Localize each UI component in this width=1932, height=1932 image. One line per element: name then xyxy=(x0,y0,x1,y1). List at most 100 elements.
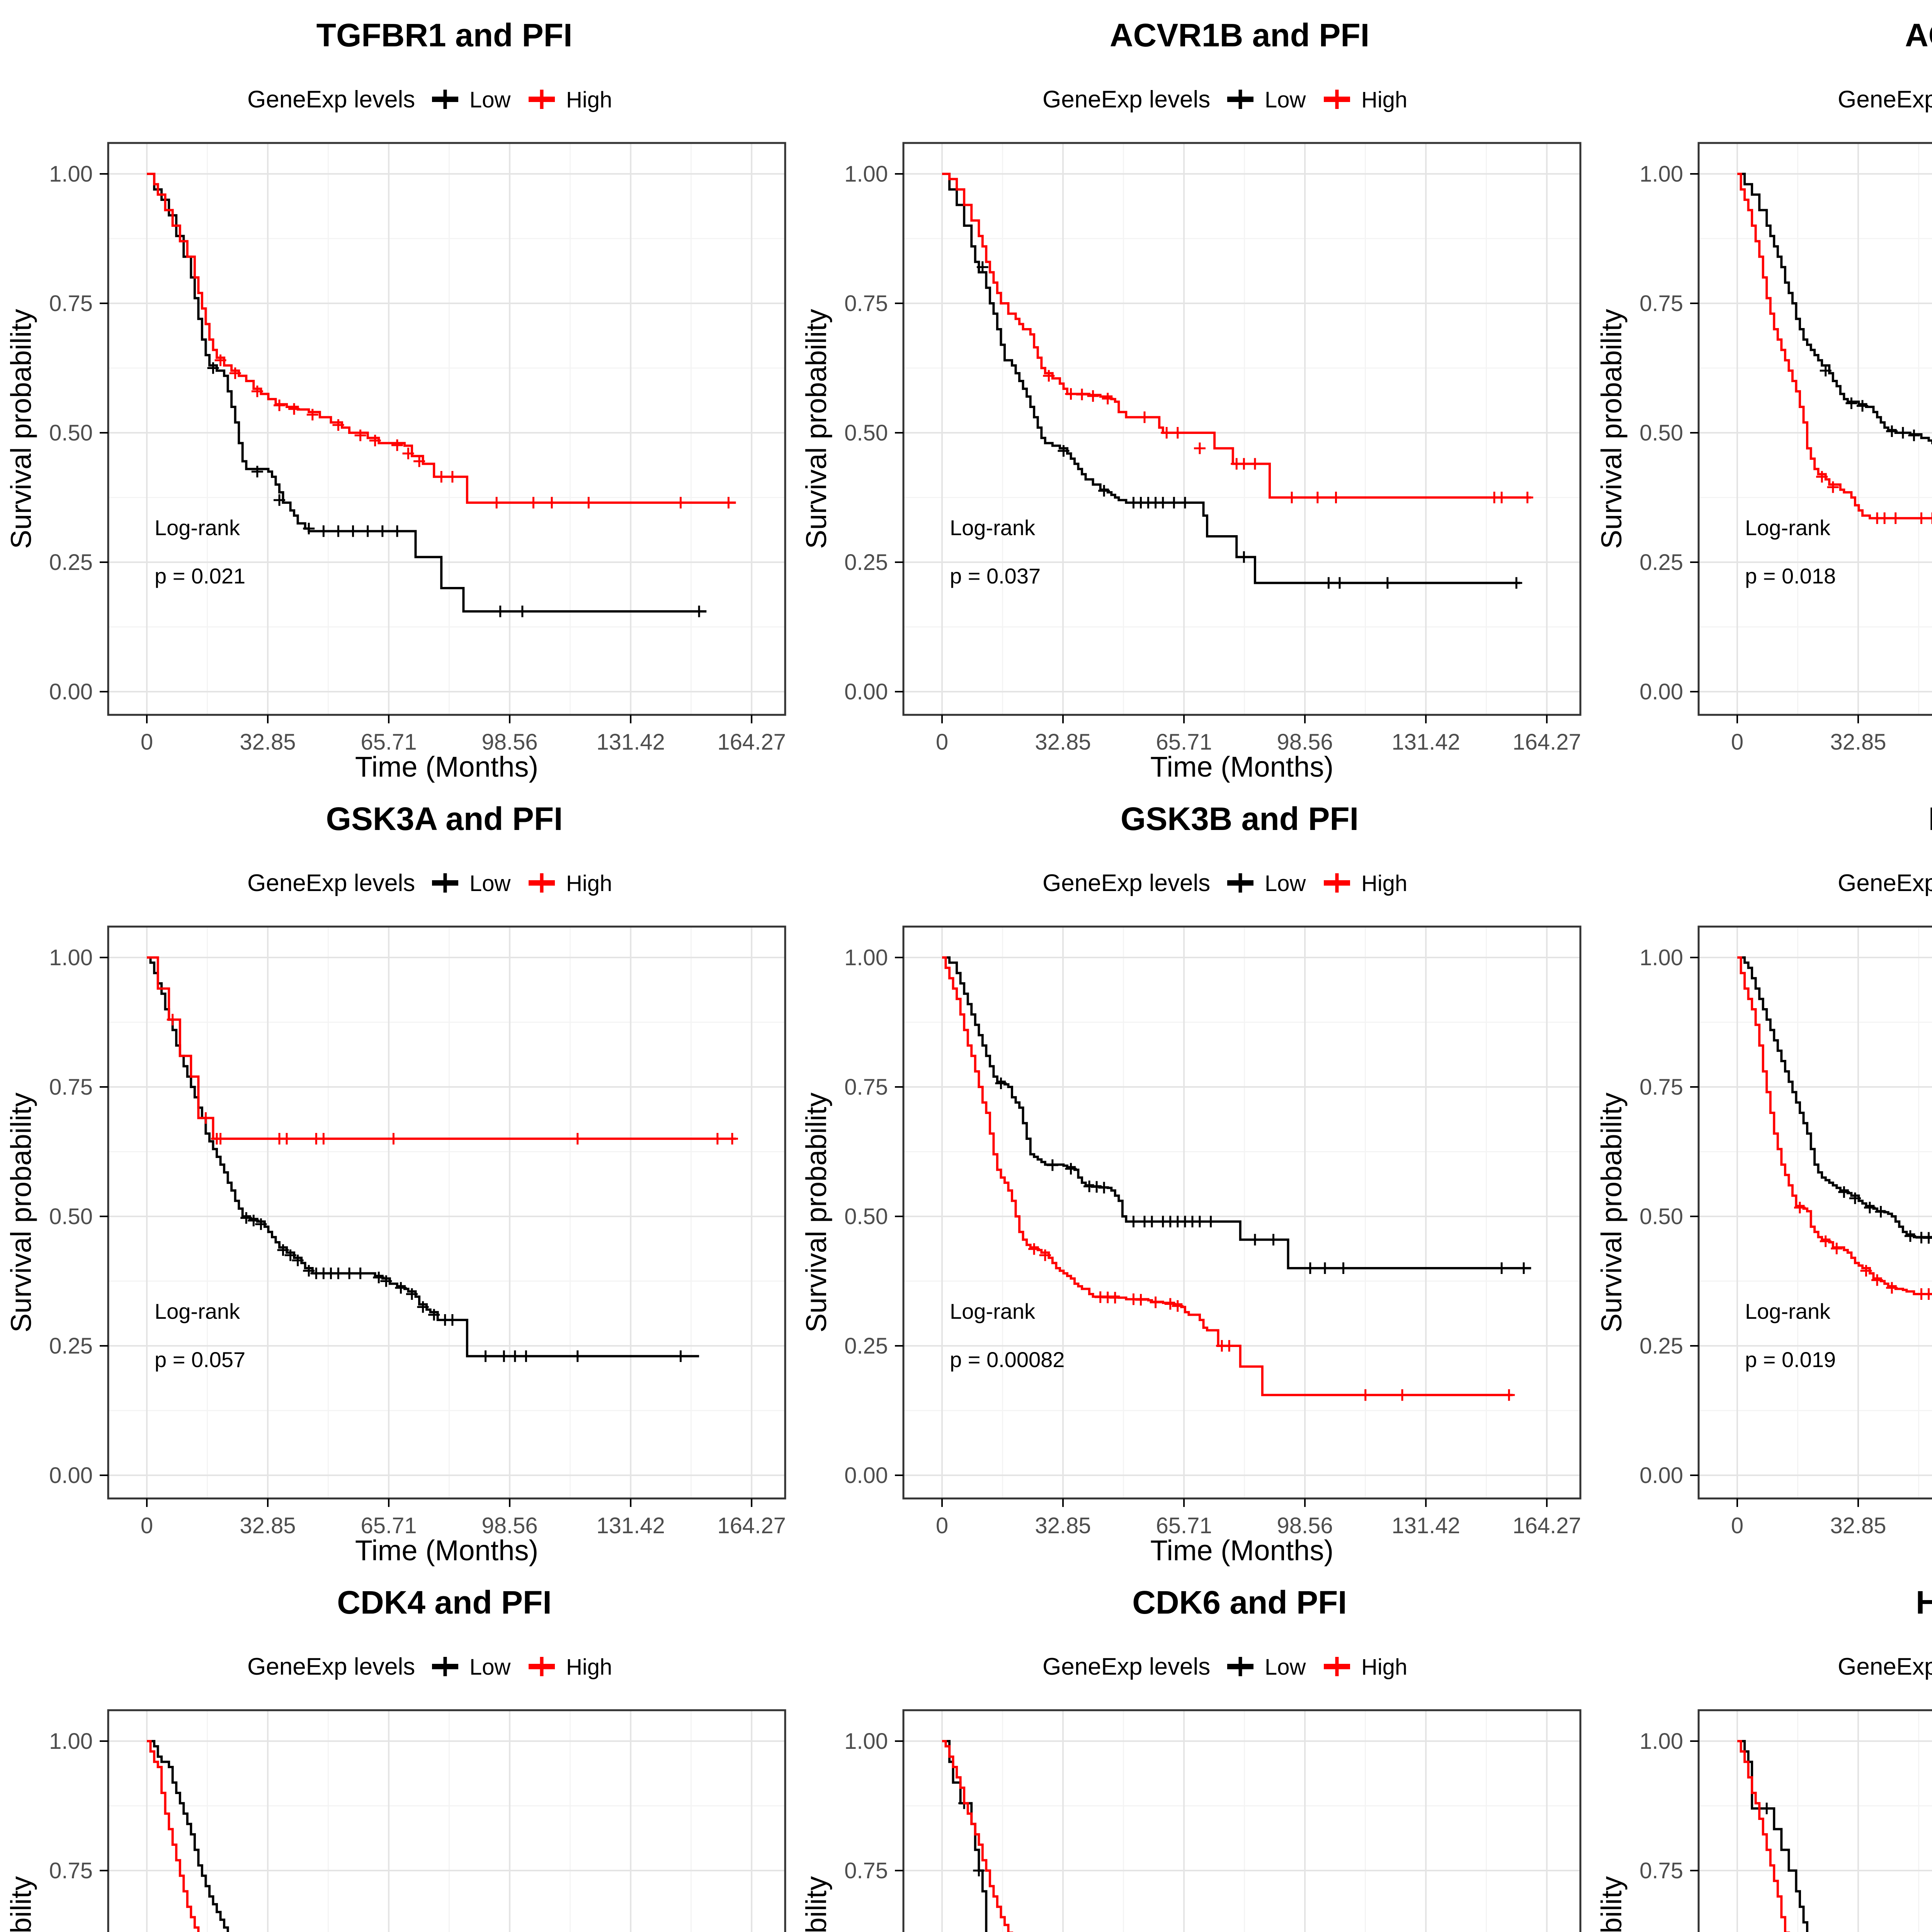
km-panel-gsk3b: GSK3B and PFI GeneExp levels Low High Log-ra… xyxy=(795,784,1590,1567)
logrank-label: Log-rank xyxy=(155,515,240,540)
panel-border xyxy=(1697,925,1932,1500)
km-plot-acvr1b: ACVR1B and PFI GeneExp levels Low High Log-r… xyxy=(800,17,1582,783)
y-axis-title: Survival probability xyxy=(1595,1092,1628,1332)
p-value-label: p = 0.057 xyxy=(155,1347,245,1372)
axis-ticks xyxy=(100,173,753,723)
km-plot-gsk3a: GSK3A and PFI GeneExp levels Low High Log-ra… xyxy=(5,801,786,1566)
km-curve-low xyxy=(942,173,1520,584)
censor-marks-low xyxy=(240,1212,687,1362)
legend-label-low: Low xyxy=(469,87,511,112)
y-axis-title: Survival probability xyxy=(800,1092,832,1332)
y-axis-title: Survival probability xyxy=(5,1092,37,1332)
axis-ticks xyxy=(895,173,1548,723)
logrank-label: Log-rank xyxy=(950,1299,1036,1323)
km-curve-high xyxy=(942,173,1531,499)
legend-title: GeneExp levels xyxy=(1043,870,1210,896)
axis-ticks xyxy=(895,957,1548,1507)
legend-key-low-plus-icon xyxy=(1227,1657,1253,1676)
legend-label-low: Low xyxy=(469,871,511,896)
censor-marks-low xyxy=(958,1797,985,1876)
y-axis-title: Survival probability xyxy=(1595,1876,1628,1932)
y-tick-label: 0.50 xyxy=(1639,420,1683,446)
logrank-label: Log-rank xyxy=(155,1299,240,1323)
panel-border xyxy=(107,142,786,716)
x-tick-label: 0 xyxy=(936,730,948,755)
x-axis-title: Time (Months) xyxy=(1150,751,1333,783)
p-value-label: p = 0.037 xyxy=(950,564,1041,588)
km-plot-gsk3b: GSK3B and PFI GeneExp levels Low High Log-ra… xyxy=(800,801,1582,1566)
logrank-label: Log-rank xyxy=(1745,1299,1831,1323)
y-tick-label: 0.25 xyxy=(844,1333,888,1359)
p-value-label: p = 0.018 xyxy=(1745,564,1836,588)
legend-label-low: Low xyxy=(1265,871,1306,896)
panel-border xyxy=(902,1709,1582,1932)
x-tick-label: 0 xyxy=(1731,730,1743,755)
logrank-label: Log-rank xyxy=(950,515,1036,540)
x-tick-label: 0 xyxy=(936,1513,948,1538)
km-curve-high xyxy=(942,956,1513,1396)
legend-key-high-plus-icon xyxy=(529,873,555,893)
legend-label-high: High xyxy=(566,1655,612,1680)
y-tick-label: 0.75 xyxy=(49,291,93,316)
censor-marks-low xyxy=(1820,365,1920,441)
panel-title: ACVR1B and PFI xyxy=(1110,17,1369,53)
panel-title: GSK3A and PFI xyxy=(326,801,563,837)
legend-label-high: High xyxy=(1361,871,1407,896)
axis-ticks xyxy=(100,1740,108,1871)
legend-key-high-plus-icon xyxy=(1324,873,1350,893)
grid-minor xyxy=(903,1710,1580,1932)
km-curve-high xyxy=(147,1740,200,1932)
grid-minor xyxy=(1699,143,1932,715)
legend-label-high: High xyxy=(566,871,612,896)
axis-ticks xyxy=(1690,1740,1699,1871)
grid-major xyxy=(1699,143,1932,715)
legend-key-low-plus-icon xyxy=(432,90,458,109)
x-tick-label: 98.56 xyxy=(1277,730,1333,755)
grid-minor xyxy=(108,1710,785,1932)
grid-minor xyxy=(1699,927,1932,1498)
y-tick-label: 0.00 xyxy=(1639,1463,1683,1488)
panel-title: HDAC1 and PFI xyxy=(1916,1584,1932,1621)
censor-marks-high xyxy=(167,1014,738,1145)
panel-title: GSK3B and PFI xyxy=(1121,801,1359,837)
y-tick-label: 1.00 xyxy=(49,162,93,187)
x-tick-label: 131.42 xyxy=(1391,1513,1460,1538)
legend-title: GeneExp levels xyxy=(247,870,415,896)
grid-major xyxy=(1699,1710,1932,1932)
legend-title: GeneExp levels xyxy=(1838,86,1932,113)
panel-border xyxy=(902,142,1582,716)
km-curve-low xyxy=(1737,173,1932,444)
km-curve-high xyxy=(1737,956,1932,1295)
grid-minor xyxy=(108,927,785,1498)
legend-key-low-plus-icon xyxy=(1227,873,1253,893)
p-value-label: p = 0.00082 xyxy=(950,1347,1065,1372)
grid-major xyxy=(108,143,785,715)
panel-border xyxy=(1697,142,1932,716)
x-tick-label: 32.85 xyxy=(240,1513,296,1538)
x-tick-label: 65.71 xyxy=(361,1513,417,1538)
y-tick-label: 0.50 xyxy=(844,420,888,446)
legend-key-low-plus-icon xyxy=(432,873,458,893)
x-axis-title: Time (Months) xyxy=(355,1534,538,1566)
y-axis-title: Survival probability xyxy=(800,309,832,549)
legend: GeneExp levels Low High xyxy=(1043,870,1407,896)
x-tick-label: 98.56 xyxy=(482,730,538,755)
y-tick-label: 1.00 xyxy=(844,162,888,187)
grid-major xyxy=(903,927,1580,1498)
y-axis-title: Survival probability xyxy=(1595,309,1628,549)
censor-marks-low xyxy=(976,261,1522,589)
y-tick-label: 1.00 xyxy=(49,945,93,970)
x-tick-label: 0 xyxy=(141,730,153,755)
km-curve-low xyxy=(147,956,699,1357)
legend-key-high-plus-icon xyxy=(1324,90,1350,109)
panel-border xyxy=(902,925,1582,1500)
